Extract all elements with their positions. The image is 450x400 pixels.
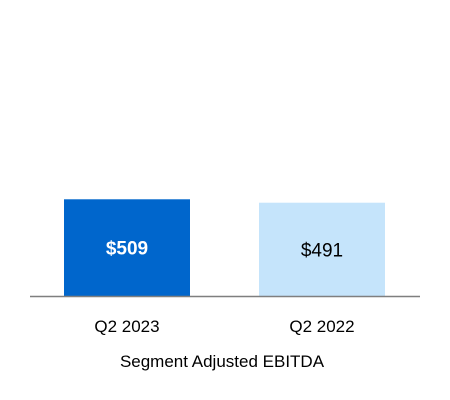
bar-q2-2023 — [64, 199, 190, 296]
x-axis-label: Segment Adjusted EBITDA — [120, 352, 325, 371]
value-label: $509 — [106, 239, 148, 260]
bar-q2-2022 — [259, 202, 385, 296]
category-label: Q2 2023 — [94, 317, 159, 336]
category-label: Q2 2022 — [289, 317, 354, 336]
value-labels-group: $509 $491 — [106, 239, 343, 262]
value-label: $491 — [301, 240, 343, 261]
category-labels-group: Q2 2023 Q2 2022 — [94, 317, 354, 336]
bars-group — [64, 199, 385, 296]
